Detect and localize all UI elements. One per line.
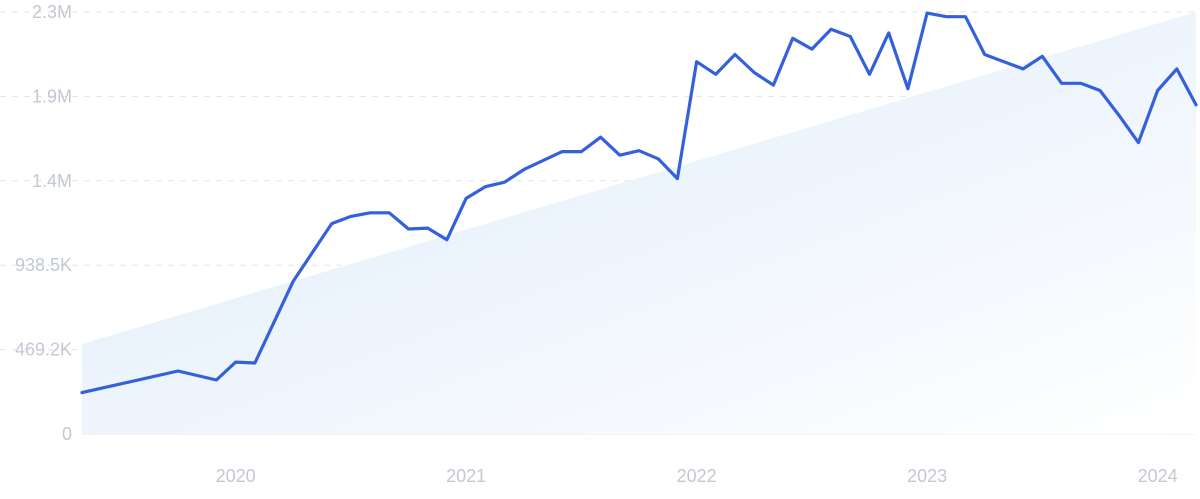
x-tick-label: 2020 xyxy=(216,466,256,486)
trend-area xyxy=(82,12,1196,434)
x-tick-label: 2023 xyxy=(907,466,947,486)
y-tick-label: 469.2K xyxy=(15,340,72,360)
x-tick-label: 2024 xyxy=(1138,466,1178,486)
y-tick-label: 0 xyxy=(62,424,72,444)
series-line xyxy=(80,11,1198,395)
series-line-group xyxy=(80,11,1198,395)
x-tick-label: 2022 xyxy=(677,466,717,486)
trend-area-group xyxy=(82,12,1196,434)
y-tick-label: 2.3M xyxy=(32,2,72,22)
y-axis-ticks: 0 469.2K 938.5K 1.4M 1.9M 2.3M xyxy=(15,2,72,444)
y-tick-label: 938.5K xyxy=(15,255,72,275)
y-tick-label: 1.9M xyxy=(32,86,72,106)
y-tick-label: 1.4M xyxy=(32,171,72,191)
x-axis-ticks: 2020 2021 2022 2023 2024 xyxy=(216,466,1178,486)
x-tick-label: 2021 xyxy=(446,466,486,486)
